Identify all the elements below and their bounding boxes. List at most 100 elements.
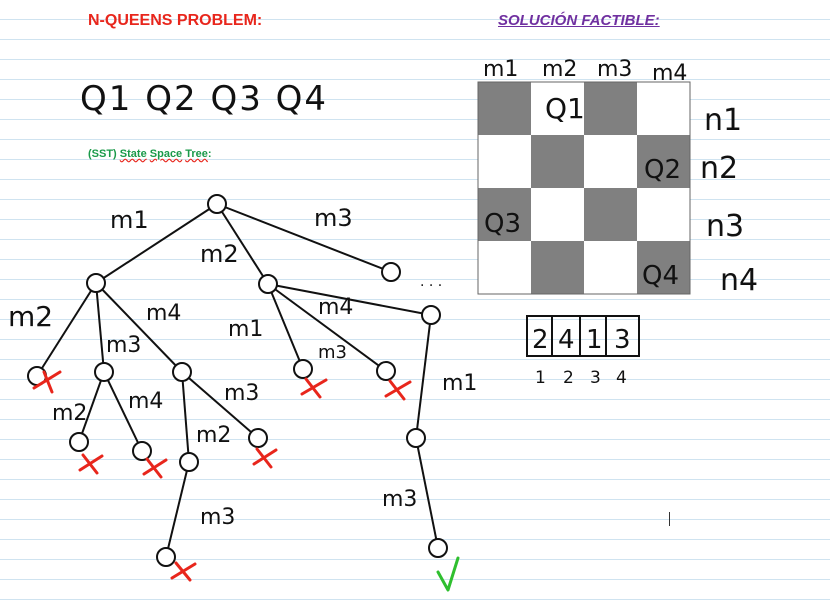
- board-cell: [584, 135, 637, 188]
- tree-edge: [78, 371, 105, 443]
- queen-on-board: Q4: [642, 261, 679, 291]
- tree-edge: [181, 371, 190, 463]
- edge-label: m4: [146, 301, 181, 326]
- board-cell: [637, 188, 690, 241]
- tree-edge: [36, 282, 97, 377]
- tree-edge: [216, 203, 392, 273]
- board-cell: [637, 82, 690, 135]
- dead-end-mark: [170, 561, 197, 582]
- tree-node: [69, 432, 89, 452]
- edge-label: m3: [382, 487, 417, 512]
- tree-node: [156, 547, 176, 567]
- board-row-label: n2: [700, 151, 738, 186]
- sst-word-state: State: [119, 148, 147, 160]
- queen-label: Q2: [145, 79, 198, 119]
- solution-title: SOLUCIÓN FACTIBLE:: [498, 12, 660, 29]
- tree-node: [293, 359, 313, 379]
- solution-index: 2: [563, 368, 574, 388]
- sst-word-space: Space: [149, 148, 183, 160]
- edge-label: m2: [200, 240, 239, 268]
- board-cell: [531, 82, 584, 135]
- page-title: N-QUEENS PROBLEM:: [88, 12, 263, 29]
- board-row-label: n1: [704, 103, 742, 138]
- board-cell: [584, 241, 637, 294]
- edge-label: m4: [128, 389, 163, 414]
- edge-label: m1: [442, 371, 477, 396]
- board-cell: [584, 188, 637, 241]
- queen-on-board: Q1: [545, 92, 585, 125]
- tree-ellipsis: . . .: [420, 274, 442, 290]
- board-cell: [531, 241, 584, 294]
- text-cursor: [669, 512, 670, 526]
- board-cell: [478, 135, 531, 188]
- tree-node: [258, 274, 278, 294]
- edge-label: m3: [106, 333, 141, 358]
- board-cell: [531, 188, 584, 241]
- chessboard: [477, 81, 691, 295]
- solution-index: 4: [616, 368, 627, 388]
- solution-vector: 2 4 1 3 1 2 3 4: [526, 315, 640, 388]
- solution-index: 3: [590, 368, 601, 388]
- tree-node: [421, 305, 441, 325]
- sst-heading: (SST) State Space Tree:: [88, 148, 212, 160]
- tree-edge: [95, 282, 105, 373]
- dead-end-marks: [32, 370, 412, 582]
- tree-edge: [216, 203, 269, 285]
- board-cell: [637, 135, 690, 188]
- edge-label: m1: [228, 317, 263, 342]
- tree-node: [381, 262, 401, 282]
- dead-end-mark: [252, 447, 278, 469]
- solution-value: 3: [614, 325, 631, 355]
- board-col-label: m1: [483, 57, 518, 82]
- tree-edge: [103, 371, 143, 452]
- board-col-label: m3: [597, 57, 632, 82]
- tree-nodes: [27, 194, 448, 567]
- edge-label: m3: [200, 505, 235, 530]
- queen-label: Q1: [80, 79, 133, 119]
- solution-index: 1: [535, 368, 546, 388]
- queens-list: Q1 Q2 Q3 Q4: [80, 82, 328, 116]
- board-row-label: n4: [720, 263, 758, 298]
- edge-label: m3: [318, 342, 347, 363]
- board-cell: [531, 135, 584, 188]
- sst-suffix: :: [207, 148, 212, 160]
- tree-edge: [415, 437, 439, 549]
- tree-node: [376, 361, 396, 381]
- sst-word-tree: Tree: [185, 148, 208, 160]
- edge-label: m2: [196, 423, 231, 448]
- board-cell: [584, 82, 637, 135]
- board-col-label: m4: [652, 61, 687, 86]
- board-row-label: n3: [706, 209, 744, 244]
- edge-label: m4: [318, 295, 353, 320]
- tree-edges: [36, 203, 439, 558]
- dead-end-mark: [300, 377, 328, 399]
- tree-edge: [415, 314, 432, 439]
- solution-value: 4: [558, 325, 575, 355]
- tree-edge: [95, 203, 218, 284]
- edge-label: m2: [52, 401, 87, 426]
- tree-node: [406, 428, 426, 448]
- solution-value: 1: [586, 325, 603, 355]
- tree-node: [132, 441, 152, 461]
- tree-node: [86, 273, 106, 293]
- tree-edge: [267, 283, 387, 372]
- goal-check-icon: [436, 556, 460, 592]
- dead-end-mark: [78, 453, 104, 475]
- queen-label: Q3: [210, 79, 263, 119]
- edge-label: m1: [110, 206, 149, 234]
- board-cell: [637, 241, 690, 294]
- board-cell: [478, 241, 531, 294]
- board-cell: [478, 82, 531, 135]
- tree-node: [179, 452, 199, 472]
- tree-node: [94, 362, 114, 382]
- sst-prefix: (SST): [88, 148, 117, 160]
- tree-edge: [267, 283, 432, 316]
- tree-node: [172, 362, 192, 382]
- tree-node-goal: [428, 538, 448, 558]
- dead-end-mark: [32, 370, 62, 394]
- tree-edge: [95, 282, 183, 373]
- solution-value: 2: [532, 325, 549, 355]
- dead-end-mark: [142, 457, 168, 479]
- queen-on-board: Q2: [644, 155, 681, 185]
